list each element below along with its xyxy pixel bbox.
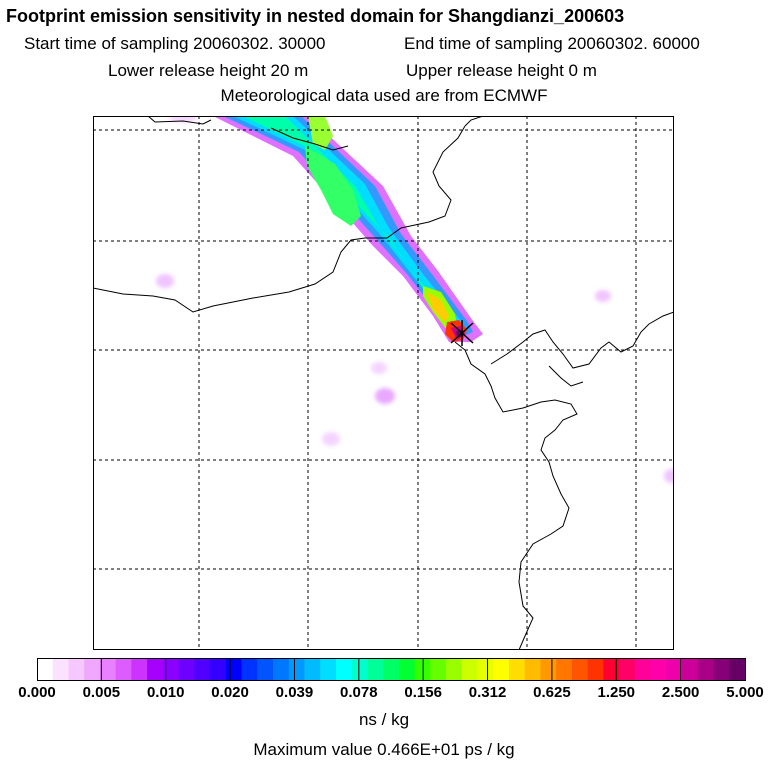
receptor-marker — [450, 320, 474, 346]
legend-color-cell — [556, 658, 573, 681]
legend-color-cell — [697, 658, 715, 681]
legend-color-cell — [634, 658, 652, 681]
legend-tick-label: 2.500 — [661, 684, 700, 701]
legend-color-cell — [68, 658, 85, 681]
legend-tick-label: 0.000 — [18, 684, 56, 701]
legend-tick-label: 0.010 — [146, 684, 185, 701]
legend-color-cell — [37, 658, 54, 681]
legend-color-cell — [524, 658, 542, 681]
legend-tick-label: 1.250 — [597, 684, 636, 701]
legend-color-cell — [383, 658, 400, 681]
legend-color-cell — [367, 658, 384, 681]
legend-color-cell — [162, 658, 180, 681]
legend-color-cell — [99, 658, 117, 681]
coastlines — [93, 116, 674, 650]
plot-title: Footprint emission sensitivity in nested… — [6, 6, 625, 26]
legend-tick-label: 0.005 — [82, 684, 121, 701]
legend-tick-label: 0.039 — [275, 684, 314, 701]
legend-color-cell — [194, 658, 211, 681]
max-value-label: Maximum value 0.466E+01 ps / kg — [253, 740, 515, 759]
legend-tick-label: 5.000 — [726, 684, 764, 701]
legend-color-cell — [603, 658, 620, 681]
legend-color-cell — [493, 658, 510, 681]
legend-color-cell — [540, 658, 557, 681]
sensitivity-patches — [156, 116, 674, 483]
legend-color-cell — [571, 658, 589, 681]
legend-color-cell — [273, 658, 290, 681]
met-data-label: Meteorological data used are from ECMWF — [220, 86, 548, 105]
legend-color-cell — [225, 658, 243, 681]
legend-color-cell — [666, 658, 683, 681]
legend-color-cell — [446, 658, 463, 681]
legend-color-cell — [430, 658, 447, 681]
legend-color-cell — [587, 658, 604, 681]
legend-tick-label: 0.020 — [211, 684, 249, 701]
map-frame — [93, 116, 674, 650]
legend-color-cell — [84, 658, 101, 681]
legend-color-cell — [178, 658, 195, 681]
legend-tick-label: 0.625 — [533, 684, 571, 701]
legend-color-cell — [147, 658, 164, 681]
legend-color-cell — [257, 658, 274, 681]
legend-color-cell — [713, 658, 730, 681]
legend-color-cell — [131, 658, 148, 681]
legend-color-cell — [682, 658, 699, 681]
end-time-label: End time of sampling 20060302. 60000 — [404, 34, 700, 53]
upper-release-label: Upper release height 0 m — [406, 61, 597, 80]
lower-release-label: Lower release height 20 m — [108, 61, 309, 80]
map-gridlines — [93, 116, 674, 650]
legend-color-cell — [619, 658, 636, 681]
legend-color-cell — [304, 658, 321, 681]
legend-color-cell — [729, 658, 746, 681]
legend-units: ns / kg — [358, 710, 410, 729]
legend-tick-label: 0.156 — [404, 684, 442, 701]
legend-color-cell — [461, 658, 479, 681]
legend-tick-label: 0.078 — [340, 684, 378, 701]
legend-color-cell — [351, 658, 368, 681]
legend-color-cell — [241, 658, 258, 681]
legend-color-cell — [335, 658, 353, 681]
footprint-map — [93, 116, 674, 650]
legend-color-cell — [288, 658, 306, 681]
legend-tick-label: 0.312 — [468, 684, 507, 701]
legend-color-cell — [398, 658, 416, 681]
legend-color-cell — [210, 658, 227, 681]
legend-color-cell — [52, 658, 70, 681]
legend-color-cell — [477, 658, 494, 681]
color-legend-bar — [37, 658, 746, 681]
legend-color-cell — [509, 658, 526, 681]
legend-color-cell — [650, 658, 667, 681]
legend-color-cell — [115, 658, 132, 681]
start-time-label: Start time of sampling 20060302. 30000 — [24, 34, 326, 53]
legend-color-cell — [320, 658, 337, 681]
